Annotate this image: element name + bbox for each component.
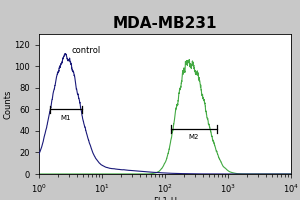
Text: M1: M1 — [61, 115, 71, 121]
Text: M2: M2 — [189, 134, 199, 140]
Text: control: control — [72, 46, 101, 55]
X-axis label: FL1-H: FL1-H — [153, 197, 177, 200]
Title: MDA-MB231: MDA-MB231 — [113, 16, 217, 31]
Y-axis label: Counts: Counts — [4, 89, 13, 119]
